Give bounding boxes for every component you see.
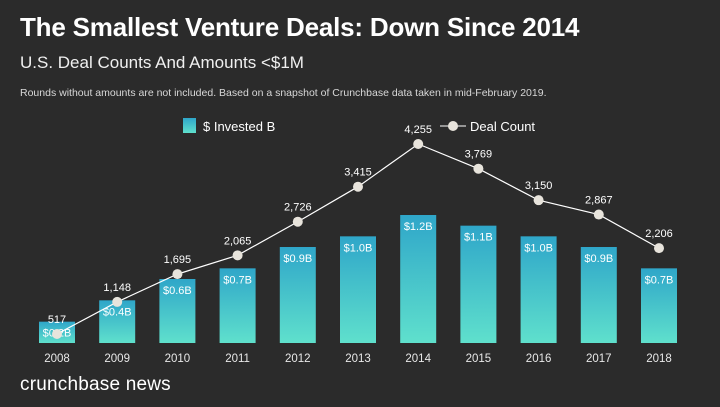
deal-count-point-2012 <box>292 216 303 227</box>
deal-count-label-2011: 2,065 <box>224 235 252 247</box>
deal-count-label-2017: 2,867 <box>585 195 613 207</box>
deal-count-point-2010 <box>172 269 183 280</box>
bar-2011 <box>219 268 256 343</box>
deal-count-point-2008 <box>52 329 62 339</box>
legend-marker-deal-count <box>448 121 458 131</box>
brand-logo: crunchbase news <box>20 374 171 395</box>
bar-2012 <box>279 247 316 343</box>
chart-title: The Smallest Venture Deals: Down Since 2… <box>20 12 580 42</box>
bar-label-2016: $1.0B <box>524 242 553 254</box>
deal-count-label-2010: 1,695 <box>164 254 192 266</box>
x-tick-2012: 2012 <box>285 353 311 365</box>
deal-count-label-2015: 3,769 <box>465 149 493 161</box>
bar-label-2010: $0.6B <box>163 285 192 297</box>
bar-2017 <box>580 247 617 343</box>
bar-2014 <box>400 215 437 343</box>
chart-note: Rounds without amounts are not included.… <box>20 87 547 99</box>
x-tick-2014: 2014 <box>405 353 431 365</box>
deal-count-label-2013: 3,415 <box>344 167 372 179</box>
bar-2018 <box>641 268 677 343</box>
deal-count-label-2009: 1,148 <box>103 282 131 294</box>
x-tick-2016: 2016 <box>526 353 552 365</box>
deal-count-point-2009 <box>112 296 123 307</box>
bar-label-2013: $1.0B <box>344 242 373 254</box>
bar-2009 <box>99 300 136 343</box>
x-tick-2017: 2017 <box>586 353 612 365</box>
legend-swatch-invested <box>183 118 196 133</box>
bar-label-2014: $1.2B <box>404 221 433 233</box>
deal-count-point-2011 <box>232 250 243 261</box>
deal-count-point-2013 <box>353 181 363 192</box>
bar-label-2017: $0.9B <box>584 253 613 265</box>
deal-count-label-2012: 2,726 <box>284 202 312 214</box>
bar-label-2015: $1.1B <box>464 232 493 244</box>
bar-2010 <box>159 279 196 343</box>
legend-label-invested: $ Invested B <box>203 119 275 134</box>
chart-subtitle: U.S. Deal Counts And Amounts <$1M <box>20 53 304 72</box>
bar-2013 <box>340 236 376 343</box>
deal-count-label-2018: 2,206 <box>645 228 673 240</box>
x-tick-2008: 2008 <box>44 353 70 365</box>
x-tick-2011: 2011 <box>225 353 250 365</box>
deal-count-point-2018 <box>654 243 664 254</box>
x-tick-2009: 2009 <box>104 353 130 365</box>
deal-count-point-2017 <box>593 209 604 220</box>
bar-label-2011: $0.7B <box>223 274 252 286</box>
x-tick-2010: 2010 <box>165 353 191 365</box>
deal-count-label-2014: 4,255 <box>404 124 432 136</box>
bar-2015 <box>460 225 497 343</box>
deal-count-point-2015 <box>473 163 484 174</box>
deal-count-point-2016 <box>533 195 544 206</box>
deal-count-point-2014 <box>413 139 424 149</box>
deal-count-label-2008: 517 <box>48 314 66 326</box>
bar-label-2009: $0.4B <box>103 306 132 318</box>
legend: $ Invested B Deal Count <box>183 118 535 134</box>
bar-label-2012: $0.9B <box>283 253 312 265</box>
bar-label-2018: $0.7B <box>645 274 674 286</box>
x-tick-2013: 2013 <box>345 353 371 365</box>
x-tick-2015: 2015 <box>466 353 492 365</box>
x-tick-2018: 2018 <box>646 353 672 365</box>
legend-label-deal-count: Deal Count <box>470 119 535 134</box>
deal-count-label-2016: 3,150 <box>525 180 553 192</box>
bar-2016 <box>520 236 557 343</box>
